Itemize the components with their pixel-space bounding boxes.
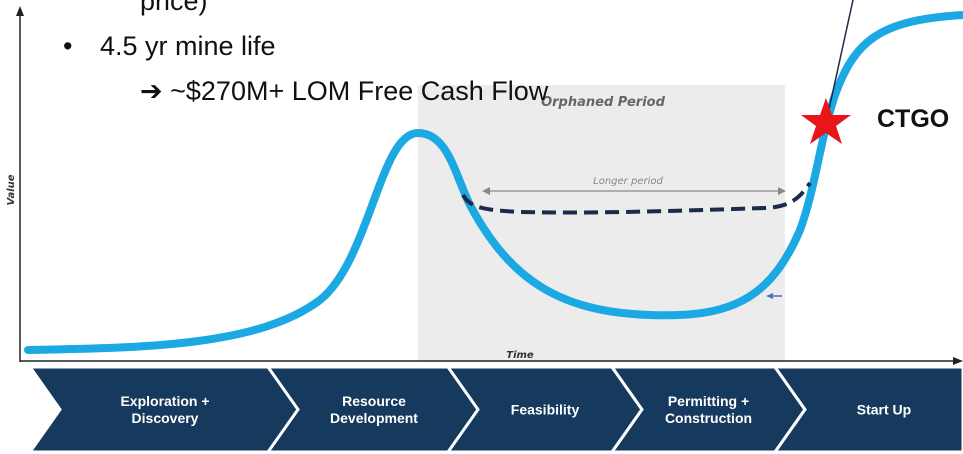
x-axis-arrow [953, 357, 963, 365]
y-axis-arrow [16, 6, 24, 16]
span-arrow-left [482, 187, 490, 195]
stage-label-line: Start Up [857, 402, 911, 418]
y-axis-label: Value [6, 174, 17, 205]
stage-label-line: Feasibility [511, 402, 580, 418]
marker-line [825, 0, 854, 124]
bullet-sub-item: ➔ ~$270M+ LOM Free Cash Flow [140, 76, 549, 106]
span-arrow-right [778, 187, 786, 195]
stage-label-line: Resource [342, 393, 406, 409]
span-label: Longer period [593, 176, 663, 187]
dashed-curve [461, 181, 812, 215]
x-axis-label: Time [506, 350, 534, 361]
stage-label-line: Permitting + [668, 393, 749, 409]
stage-label-line: Development [330, 410, 418, 426]
bullet-cut-line: price) [140, 0, 208, 16]
stage-label: Start Up [857, 402, 911, 418]
stage-label: Exploration + Discovery [120, 393, 209, 426]
ctgo-star [801, 98, 851, 144]
stage-label: Permitting + Construction [665, 393, 752, 426]
stage-label-line: Construction [665, 410, 752, 426]
stage-label: Resource Development [330, 393, 418, 426]
stage-label-line: Exploration + [120, 393, 209, 409]
ctgo-label: CTGO [877, 105, 949, 133]
region-label: Orphaned Period [541, 95, 665, 110]
stage-label: Feasibility [511, 402, 580, 418]
stage-label-line: Discovery [132, 410, 199, 426]
orphaned-region [418, 85, 785, 362]
small-arrow-head [766, 293, 773, 299]
bullet-item: 4.5 yr mine life [100, 31, 276, 61]
stage-chevrons: Exploration + Discovery Resource Developmen… [27, 365, 963, 454]
bullet-dot: • [63, 31, 72, 61]
stage-chevron [772, 365, 963, 454]
